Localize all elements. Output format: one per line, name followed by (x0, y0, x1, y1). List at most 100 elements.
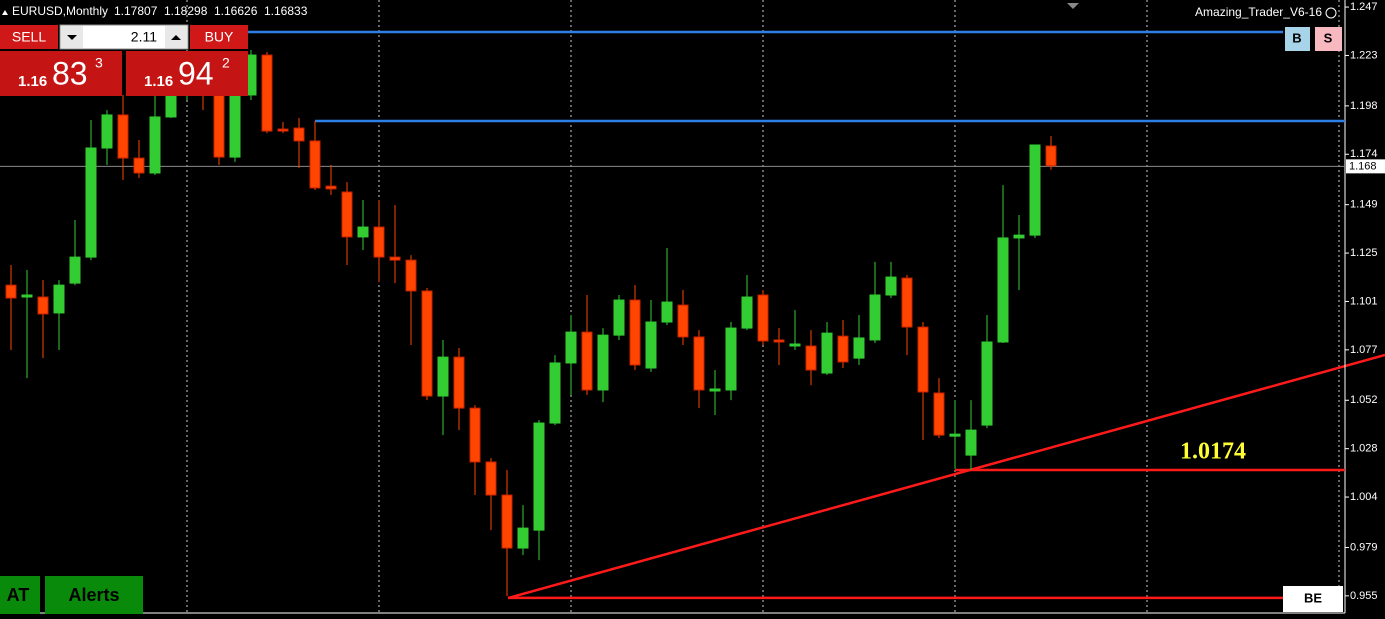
candle-body (309, 140, 321, 189)
candle-body (757, 294, 769, 342)
at-label: AT (7, 585, 30, 605)
candle-body (965, 429, 977, 456)
candle-body (325, 185, 337, 190)
y-tick-label: 1.004 (1350, 491, 1378, 503)
candle-body (101, 114, 113, 149)
current-price-box (1346, 159, 1385, 174)
candle-body (341, 191, 353, 238)
candle-body (373, 226, 385, 258)
y-tick-label: 1.028 (1350, 443, 1378, 455)
shift-marker (1067, 3, 1079, 9)
b-label: B (1292, 30, 1301, 45)
candle-body (677, 304, 689, 338)
y-tick-label: 1.125 (1350, 247, 1378, 259)
candle-body (981, 341, 993, 426)
bid-pips: 83 (52, 55, 88, 91)
candle-body (901, 277, 913, 328)
at-button[interactable] (0, 576, 40, 614)
smiley (1325, 7, 1337, 19)
candle-body (741, 296, 753, 329)
candle-body (565, 331, 577, 364)
candle-body (885, 276, 897, 296)
candle-body (1013, 234, 1025, 239)
be-button[interactable] (1283, 586, 1343, 612)
candle-body (5, 284, 17, 299)
candle-body (117, 114, 129, 159)
candle-body (725, 327, 737, 391)
candle-body (821, 332, 833, 374)
buy-label: BUY (205, 29, 234, 45)
buy-button[interactable] (190, 25, 248, 49)
symbol: EURUSD,Monthly (12, 4, 108, 18)
b-button[interactable] (1285, 27, 1310, 51)
trend-line (507, 353, 1385, 600)
candle-body (421, 290, 433, 397)
candle-body (165, 94, 177, 118)
s-button[interactable] (1315, 27, 1342, 51)
candle-body (789, 343, 801, 347)
candle-body (917, 326, 929, 393)
y-tick-label: 1.149 (1350, 199, 1378, 211)
ohlc-low: 1.16626 (214, 4, 258, 18)
alerts-button[interactable] (45, 576, 143, 614)
be-label: BE (1304, 590, 1322, 605)
candle-body (405, 259, 417, 292)
candle-body (293, 127, 305, 142)
candle-body (37, 296, 49, 315)
ask-big: 1.16 (144, 73, 173, 90)
current-price-label: 1.168 (1349, 160, 1377, 172)
candle-body (133, 157, 145, 174)
candle-body (53, 284, 65, 314)
candle-body (837, 335, 849, 363)
candle-body (261, 54, 273, 132)
candle-body (773, 339, 785, 343)
collapse-icon (2, 10, 8, 15)
candle-body (709, 388, 721, 392)
sell-button[interactable] (0, 25, 58, 49)
lots-value: 2.11 (131, 29, 157, 45)
ohlc-close: 1.16833 (264, 4, 308, 18)
candle-body (933, 392, 945, 436)
indicator-name: Amazing_Trader_V6-16 (1195, 5, 1322, 19)
candle-body (805, 345, 817, 371)
candle-body (389, 256, 401, 261)
candle-body (229, 94, 241, 158)
candle-body (357, 226, 369, 238)
candle-body (469, 407, 481, 463)
candle-body (21, 294, 33, 298)
candle-body (997, 237, 1009, 343)
candle-body (693, 336, 705, 391)
ask-box[interactable] (126, 51, 248, 96)
candle-body (549, 362, 561, 424)
candle-body (501, 494, 513, 549)
s-label: S (1324, 30, 1333, 45)
level-label: 1.0174 (1180, 439, 1246, 465)
candle-body (661, 301, 673, 323)
candle-body (85, 147, 97, 258)
candle-body (949, 433, 961, 437)
candle-body (613, 299, 625, 336)
y-tick-label: 1.198 (1350, 100, 1378, 112)
y-tick-label: 1.174 (1350, 148, 1378, 160)
candle-body (453, 356, 465, 409)
y-tick-label: 1.077 (1350, 344, 1378, 356)
bid-box[interactable] (0, 51, 122, 96)
y-tick-label: 1.247 (1350, 1, 1378, 13)
ask-pips: 94 (178, 55, 214, 91)
ask-point: 2 (222, 55, 230, 71)
bid-big: 1.16 (18, 73, 47, 90)
candle-body (629, 299, 641, 366)
y-tick-label: 1.052 (1350, 394, 1378, 406)
candle-body (485, 461, 497, 496)
candle-body (581, 331, 593, 391)
sell-label: SELL (12, 29, 46, 45)
candle-body (517, 527, 529, 549)
y-tick-label: 0.955 (1350, 590, 1378, 602)
candle-body (645, 321, 657, 369)
bid-point: 3 (95, 55, 103, 71)
candle-body (149, 116, 161, 174)
alerts-label: Alerts (68, 585, 119, 605)
y-tick-label: 1.101 (1350, 295, 1378, 307)
